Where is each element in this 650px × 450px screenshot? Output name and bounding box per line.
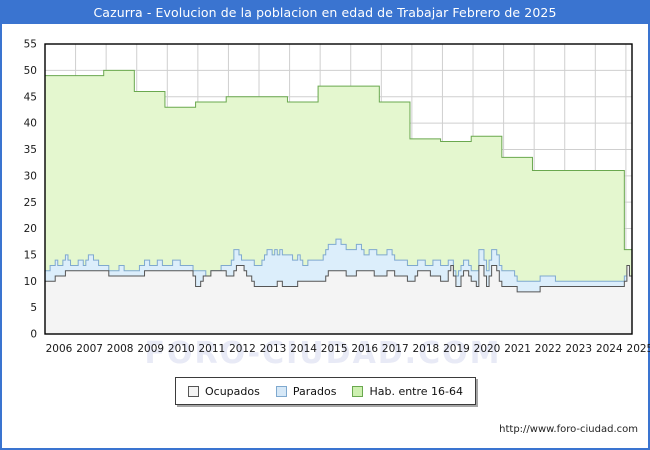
- legend-label-parados: Parados: [292, 384, 337, 398]
- svg-text:2023: 2023: [565, 343, 592, 355]
- svg-text:2013: 2013: [260, 343, 287, 355]
- svg-text:45: 45: [24, 91, 37, 103]
- page-title: Cazurra - Evolucion de la poblacion en e…: [93, 4, 557, 20]
- svg-text:2015: 2015: [321, 343, 348, 355]
- svg-text:10: 10: [24, 276, 37, 288]
- svg-text:2011: 2011: [198, 343, 225, 355]
- svg-text:2006: 2006: [46, 343, 73, 355]
- svg-text:2007: 2007: [76, 343, 103, 355]
- svg-text:2009: 2009: [137, 343, 164, 355]
- svg-text:2025: 2025: [627, 343, 650, 355]
- svg-text:55: 55: [24, 39, 37, 51]
- legend-label-ocupados: Ocupados: [205, 384, 260, 398]
- footer-url[interactable]: http://www.foro-ciudad.com: [499, 424, 638, 435]
- svg-text:2008: 2008: [107, 343, 134, 355]
- legend-swatch-habitantes: [352, 385, 364, 397]
- svg-text:2014: 2014: [290, 343, 317, 355]
- svg-text:50: 50: [24, 65, 37, 77]
- svg-text:2024: 2024: [596, 343, 623, 355]
- svg-text:2019: 2019: [443, 343, 470, 355]
- window-title-bar: Cazurra - Evolucion de la poblacion en e…: [0, 0, 650, 24]
- legend-label-habitantes: Hab. entre 16-64: [369, 384, 464, 398]
- series-ocupados: [45, 264, 632, 334]
- svg-text:2012: 2012: [229, 343, 256, 355]
- legend-swatch-ocupados: [188, 385, 199, 397]
- svg-text:30: 30: [24, 170, 37, 182]
- chart-plot-area: 0 5 10 15 20 25 30 35 40 45 50 55 2006 2007 2008 2009 20…: [0, 24, 650, 450]
- svg-text:25: 25: [24, 197, 37, 209]
- svg-text:2022: 2022: [535, 343, 562, 355]
- legend-item-habitantes[interactable]: Hab. entre 16-64: [352, 385, 463, 398]
- svg-text:0: 0: [30, 329, 37, 341]
- svg-text:35: 35: [24, 144, 37, 156]
- svg-text:20: 20: [24, 223, 37, 235]
- svg-text:2021: 2021: [504, 343, 531, 355]
- svg-text:2018: 2018: [413, 343, 440, 355]
- svg-text:2016: 2016: [351, 343, 378, 355]
- svg-text:5: 5: [30, 302, 37, 314]
- legend-item-parados[interactable]: Parados: [275, 384, 337, 398]
- svg-text:2017: 2017: [382, 343, 409, 355]
- svg-text:40: 40: [24, 118, 37, 130]
- svg-text:2010: 2010: [168, 343, 195, 355]
- legend-item-ocupados[interactable]: Ocupados: [188, 385, 260, 398]
- svg-text:2020: 2020: [474, 343, 501, 355]
- legend-swatch-parados: [275, 385, 287, 397]
- chart-legend: Ocupados Parados Hab. entre 16-64: [175, 377, 477, 405]
- svg-text:15: 15: [24, 250, 37, 262]
